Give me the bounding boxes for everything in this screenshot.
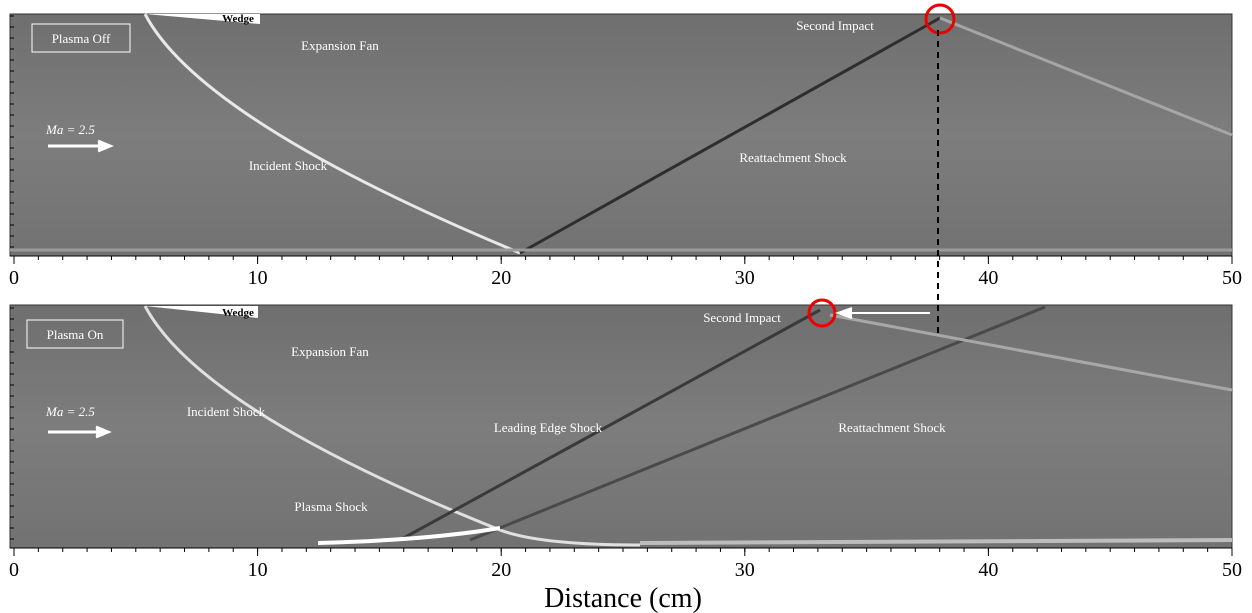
plasma-shock-line	[317, 526, 501, 545]
wedge-shape	[145, 306, 258, 318]
panel-label: Plasma Off	[52, 31, 111, 46]
shift-arrow	[835, 307, 930, 319]
boundary-layer	[639, 538, 1233, 545]
x-axis-label: Distance (cm)	[544, 583, 702, 613]
annotation: Leading Edge Shock	[494, 420, 603, 435]
reattachment-shock-line	[469, 305, 1046, 542]
label-box	[26, 319, 124, 349]
reattachment-shock-line	[519, 16, 941, 255]
x-tick-label: 20	[491, 559, 511, 581]
reflected-shock-line	[829, 313, 1233, 392]
x-tick-label: 40	[978, 559, 998, 581]
x-tick-label: 20	[491, 267, 511, 289]
flow-arrow	[48, 425, 112, 439]
annotation: Reattachment Shock	[739, 150, 847, 165]
panel-background	[9, 13, 1233, 257]
annotation: Plasma Shock	[294, 499, 368, 514]
x-tick-label: 30	[735, 559, 755, 581]
panel-plasma-off: Plasma Off Ma = 2.5 Wedge Expansion Fan …	[9, 3, 1233, 257]
x-tick-label: 0	[9, 267, 19, 289]
incident-shock-line	[143, 305, 641, 547]
incident-shock-line	[143, 13, 521, 255]
x-tick-label: 10	[248, 267, 268, 289]
x-tick-label: 0	[9, 559, 19, 581]
x-tick-label: 50	[1222, 559, 1242, 581]
annotation: Expansion Fan	[301, 38, 379, 53]
annotation: Incident Shock	[249, 158, 328, 173]
leading-edge-shock-line	[399, 308, 821, 542]
annotation: Second Impact	[796, 18, 874, 33]
panel-plasma-on: Plasma On Ma = 2.5 Wedge Expansion Fan I…	[9, 298, 1233, 549]
annotation: Expansion Fan	[291, 344, 369, 359]
impact-circle	[924, 3, 956, 35]
wedge-label: Wedge	[222, 13, 254, 25]
mach-label: Ma = 2.5	[45, 404, 95, 419]
impact-circle	[807, 298, 837, 328]
mach-label: Ma = 2.5	[45, 122, 95, 137]
panel-label: Plasma On	[47, 327, 104, 342]
x-tick-label: 50	[1222, 267, 1242, 289]
x-tick-label: 30	[735, 267, 755, 289]
flow-arrow	[48, 139, 114, 153]
reflected-shock-line	[939, 16, 1233, 137]
label-box	[31, 23, 131, 53]
panel-background	[9, 304, 1233, 549]
x-tick-label: 10	[248, 559, 268, 581]
wedge-shape	[145, 14, 260, 24]
annotation: Incident Shock	[187, 404, 266, 419]
x-tick-label: 40	[978, 267, 998, 289]
annotation: Reattachment Shock	[838, 420, 946, 435]
annotation: Second Impact	[703, 310, 781, 325]
wedge-label: Wedge	[222, 307, 254, 319]
